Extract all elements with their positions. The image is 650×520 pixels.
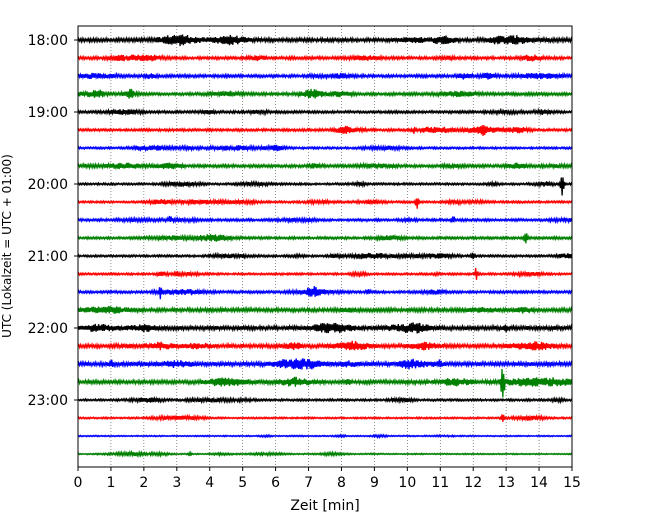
x-tick-label: 10: [398, 475, 416, 491]
trace-row: [77, 268, 573, 280]
trace-row: [77, 71, 573, 81]
x-tick-label: 15: [563, 475, 581, 491]
x-tick-label: 7: [304, 475, 313, 491]
y-tick-label: 20:00: [28, 177, 68, 193]
x-tick-label: 3: [172, 475, 181, 491]
y-axis-label: UTC (Lokalzeit = UTC + 01:00): [0, 154, 14, 338]
x-axis-ticks: 0 1 2 3 4 5 6 7 8 9 10 11 12 13 14 15: [74, 467, 581, 491]
x-axis-label: Zeit [min]: [290, 498, 359, 514]
y-tick-label: 21:00: [28, 249, 68, 265]
trace-row: [77, 251, 573, 261]
y-tick-label: 19:00: [28, 105, 68, 121]
trace-row: [77, 340, 573, 351]
seismogram-traces: [77, 34, 573, 459]
x-tick-label: 13: [497, 475, 515, 491]
x-tick-label: 9: [370, 475, 379, 491]
trace-row: [77, 358, 573, 370]
y-axis-ticks: 18:00 19:00 20:00 21:00 22:00 23:00: [28, 33, 78, 409]
trace-row: [77, 125, 573, 136]
trace-row: [77, 233, 573, 244]
x-tick-label: 4: [205, 475, 214, 491]
trace-row: [77, 286, 573, 300]
x-tick-label: 12: [464, 475, 482, 491]
plot-frame: [77, 25, 573, 468]
trace-row: [77, 107, 573, 117]
trace-row: [77, 197, 573, 209]
x-tick-label: 1: [106, 475, 115, 491]
x-tick-label: 11: [431, 475, 449, 491]
x-tick-label: 6: [271, 475, 280, 491]
trace-row: [77, 143, 573, 153]
x-tick-label: 14: [530, 475, 548, 491]
y-tick-label: 23:00: [28, 393, 68, 409]
trace-row: [77, 305, 573, 315]
trace-row: [77, 215, 573, 225]
trace-row: [77, 395, 573, 405]
trace-row: [77, 53, 573, 63]
trace-row: [77, 433, 573, 440]
x-tick-label: 0: [74, 475, 83, 491]
y-tick-label: 18:00: [28, 33, 68, 49]
trace-row: [77, 368, 573, 398]
x-tick-label: 8: [337, 475, 346, 491]
trace-row: [77, 322, 573, 334]
x-tick-label: 2: [139, 475, 148, 491]
trace-row: [77, 177, 573, 196]
trace-row: [77, 88, 573, 99]
trace-row: [77, 34, 573, 47]
x-tick-label: 5: [238, 475, 247, 491]
trace-row: [77, 449, 573, 459]
trace-row: [77, 161, 573, 171]
trace-row: [77, 413, 573, 423]
y-tick-label: 22:00: [28, 321, 68, 337]
